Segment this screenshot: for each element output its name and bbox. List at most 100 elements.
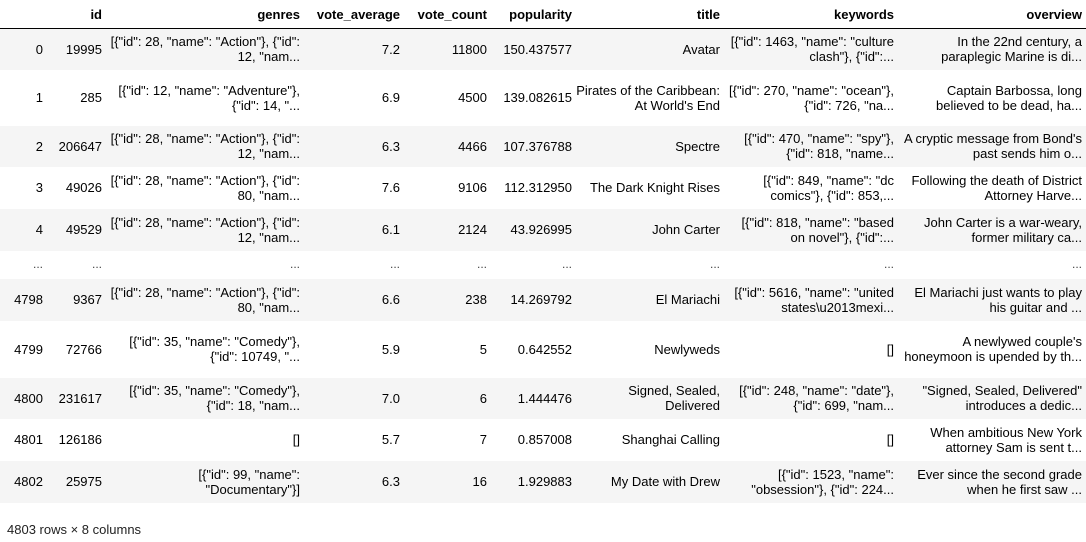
cell-vote-count: 4500 <box>458 90 487 105</box>
dataframe-table: id genres vote_average vote_count popula… <box>0 0 1086 503</box>
keywords-text: [{"id": 5616, "name": "united states\u20… <box>734 284 894 315</box>
cell-vote-average: 5.9 <box>381 341 400 357</box>
cell-vote-average: 6.3 <box>381 474 400 489</box>
cell-vote-average: 5.7 <box>381 432 400 447</box>
cell-title: ... <box>709 257 720 271</box>
table-row: 4 49529 [{"id": 28, "name": "Action"}, {… <box>0 208 1086 251</box>
cell-genres: [{"id": 28, "name": "Action"}, {"id": 12… <box>106 209 304 251</box>
genres-text: [{"id": 28, "name": "Action"}, {"id": 12… <box>110 214 300 245</box>
cell-id: 231617 <box>58 390 102 406</box>
column-header-vote-average: vote_average <box>304 0 404 29</box>
cell-title: Avatar <box>576 29 724 70</box>
cell-keywords: [{"id": 270, "name": "ocean"}, {"id": 72… <box>724 70 898 126</box>
title-text: Spectre <box>675 138 720 154</box>
cell-vote-average: 7.2 <box>381 41 400 57</box>
cell-vote-count: 16 <box>472 474 487 489</box>
column-header-id: id <box>48 0 106 29</box>
cell-genres: [{"id": 28, "name": "Action"}, {"id": 80… <box>106 279 304 321</box>
title-text: Pirates of the Caribbean: At World's End <box>576 82 720 113</box>
cell-genres: [{"id": 28, "name": "Action"}, {"id": 80… <box>106 167 304 209</box>
cell-vote-count: 6 <box>479 390 487 406</box>
row-index: 4 <box>35 222 43 237</box>
cell-vote-count: 238 <box>465 292 487 307</box>
column-header-genres: genres <box>106 0 304 29</box>
cell-id: 126186 <box>58 432 102 447</box>
keywords-text: [{"id": 1523, "name": "obsession"}, {"id… <box>751 466 894 497</box>
keywords-text: [] <box>886 341 894 357</box>
cell-keywords: [{"id": 470, "name": "spy"}, {"id": 818,… <box>724 126 898 167</box>
overview-text: When ambitious New York attorney Sam is … <box>930 424 1082 455</box>
title-text: My Date with Drew <box>610 474 720 489</box>
cell-overview: El Mariachi just wants to play his guita… <box>898 279 1086 321</box>
title-text: Newlyweds <box>654 341 720 357</box>
title-text: Signed, Sealed, Delivered <box>628 383 720 413</box>
cell-title: Newlyweds <box>576 321 724 378</box>
overview-text: El Mariachi just wants to play his guita… <box>914 284 1082 315</box>
cell-overview: John Carter is a war-weary, former milit… <box>898 209 1086 251</box>
cell-keywords: [{"id": 818, "name": "based on novel"}, … <box>724 209 898 251</box>
cell-keywords: [{"id": 1463, "name": "culture clash"}, … <box>724 29 898 70</box>
cell-popularity: 1.444476 <box>517 390 572 406</box>
cell-genres: [{"id": 28, "name": "Action"}, {"id": 12… <box>106 29 304 70</box>
genres-text: [{"id": 35, "name": "Comedy"}, {"id": 10… <box>129 334 300 364</box>
cell-overview: Following the death of District Attorney… <box>898 167 1086 209</box>
column-header-title: title <box>576 0 724 29</box>
title-text: Shanghai Calling <box>621 432 720 447</box>
cell-title: Pirates of the Caribbean: At World's End <box>576 70 724 126</box>
cell-vote-count: 2124 <box>458 222 487 237</box>
cell-vote-average: 6.9 <box>381 90 400 105</box>
row-index: 2 <box>35 138 43 154</box>
cell-popularity: ... <box>561 257 572 271</box>
cell-vote-average: 7.6 <box>381 180 400 195</box>
dataframe-shape-footer: 4803 rows × 8 columns <box>7 522 142 537</box>
keywords-text: [{"id": 1463, "name": "culture clash"}, … <box>730 34 894 65</box>
cell-id: 285 <box>80 90 102 105</box>
overview-text: A cryptic message from Bond's past sends… <box>903 131 1082 161</box>
cell-genres: ... <box>289 257 300 271</box>
row-index: 0 <box>35 41 43 57</box>
cell-title: Shanghai Calling <box>576 419 724 461</box>
column-header-keywords: keywords <box>724 0 898 29</box>
cell-popularity: 14.269792 <box>510 292 572 307</box>
title-text: The Dark Knight Rises <box>589 180 720 195</box>
column-header-index <box>0 0 48 29</box>
table-row: 0 19995 [{"id": 28, "name": "Action"}, {… <box>0 28 1086 70</box>
cell-title: El Mariachi <box>576 279 724 321</box>
table-row: 4799 72766 [{"id": 35, "name": "Comedy"}… <box>0 320 1086 378</box>
genres-text: [{"id": 12, "name": "Adventure"}, {"id":… <box>118 82 300 113</box>
cell-vote-count: ... <box>476 257 487 271</box>
row-index: ... <box>32 257 43 271</box>
keywords-text: [{"id": 248, "name": "date"}, {"id": 699… <box>739 383 894 413</box>
cell-keywords: [{"id": 248, "name": "date"}, {"id": 699… <box>724 378 898 419</box>
cell-overview: ... <box>1071 257 1082 271</box>
genres-text: [{"id": 28, "name": "Action"}, {"id": 80… <box>110 284 300 315</box>
genres-text: [{"id": 28, "name": "Action"}, {"id": 12… <box>110 34 300 65</box>
cell-popularity: 1.929883 <box>517 474 572 489</box>
keywords-text: [{"id": 849, "name": "dc comics"}, {"id"… <box>763 172 894 203</box>
genres-text: [{"id": 99, "name": "Documentary"}] <box>198 466 300 497</box>
overview-text: Ever since the second grade when he firs… <box>917 466 1082 497</box>
cell-keywords: [{"id": 849, "name": "dc comics"}, {"id"… <box>724 167 898 209</box>
genres-text: [{"id": 28, "name": "Action"}, {"id": 80… <box>110 172 300 203</box>
column-header-overview: overview <box>898 0 1086 29</box>
cell-overview: Ever since the second grade when he firs… <box>898 461 1086 503</box>
cell-vote-average: 7.0 <box>381 390 400 406</box>
cell-title: The Dark Knight Rises <box>576 167 724 209</box>
cell-id: 49026 <box>65 180 102 195</box>
cell-title: My Date with Drew <box>576 461 724 503</box>
row-index: 4800 <box>14 390 43 406</box>
table-body: 0 19995 [{"id": 28, "name": "Action"}, {… <box>0 28 1086 503</box>
overview-text: "Signed, Sealed, Delivered" introduces a… <box>922 383 1082 413</box>
genres-text: [] <box>292 432 300 447</box>
cell-overview: A cryptic message from Bond's past sends… <box>898 126 1086 167</box>
cell-overview: Captain Barbossa, long believed to be de… <box>898 70 1086 126</box>
cell-vote-count: 9106 <box>458 180 487 195</box>
cell-overview: When ambitious New York attorney Sam is … <box>898 419 1086 461</box>
overview-text: In the 22nd century, a paraplegic Marine… <box>941 34 1082 65</box>
cell-keywords: [{"id": 1523, "name": "obsession"}, {"id… <box>724 461 898 503</box>
keywords-text: [{"id": 470, "name": "spy"}, {"id": 818,… <box>744 131 894 161</box>
cell-id: 72766 <box>65 341 102 357</box>
cell-vote-count: 4466 <box>458 138 487 154</box>
cell-title: Spectre <box>576 126 724 167</box>
